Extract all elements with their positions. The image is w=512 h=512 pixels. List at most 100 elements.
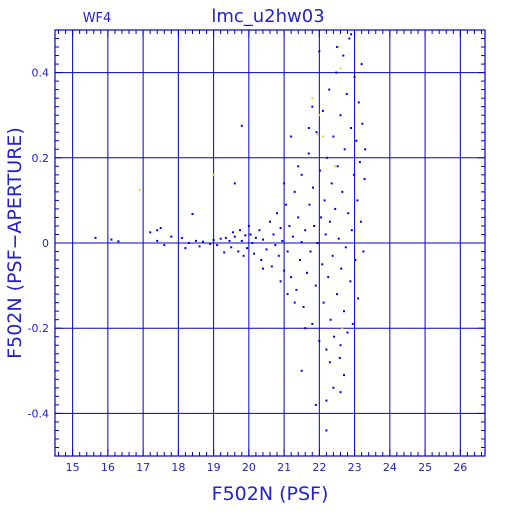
data-point [276, 212, 278, 215]
data-point [163, 244, 166, 247]
data-point [357, 101, 360, 104]
data-point [307, 127, 310, 129]
data-point [293, 301, 296, 304]
data-point [224, 236, 227, 239]
data-point [279, 280, 282, 283]
data-point [316, 242, 319, 244]
data-point [262, 238, 264, 241]
data-point [138, 188, 141, 191]
data-point [309, 250, 312, 253]
data-point [117, 240, 120, 243]
data-point [350, 229, 353, 232]
data-point [159, 227, 162, 230]
x-tick-label: 16 [101, 461, 115, 474]
data-point [352, 173, 355, 176]
data-point [320, 216, 323, 219]
data-point [254, 236, 257, 239]
data-point [311, 105, 314, 108]
data-point [353, 75, 356, 78]
data-point [304, 327, 307, 330]
data-point [332, 386, 335, 389]
x-tick-label: 19 [207, 461, 221, 474]
data-point [274, 244, 277, 247]
data-point [249, 233, 252, 236]
data-point [272, 233, 275, 236]
data-point [219, 237, 222, 240]
data-point [345, 92, 348, 95]
data-point [247, 225, 250, 227]
data-point [212, 239, 215, 241]
y-tick-label: 0.2 [32, 152, 50, 165]
data-point [322, 301, 325, 304]
data-point [325, 429, 328, 432]
data-point [318, 340, 321, 342]
x-tick-label: 18 [171, 461, 185, 474]
data-point [94, 236, 97, 239]
data-point [328, 361, 331, 364]
data-point [358, 161, 361, 164]
data-point [230, 246, 233, 249]
data-point [324, 233, 327, 236]
data-point [246, 247, 249, 250]
data-point [233, 235, 236, 238]
data-point [336, 293, 338, 296]
data-point [328, 220, 331, 223]
data-point [342, 54, 345, 57]
x-tick-label: 21 [277, 461, 291, 474]
data-point [279, 227, 282, 230]
y-tick-label: -0.2 [28, 322, 49, 335]
data-point [265, 248, 268, 251]
data-point [242, 254, 245, 257]
data-point [334, 207, 337, 210]
data-point [258, 229, 261, 232]
plot-frame [54, 29, 486, 457]
data-point [313, 225, 316, 227]
data-point [349, 280, 352, 283]
data-point [315, 131, 318, 134]
data-point [262, 267, 264, 270]
data-point [321, 109, 324, 112]
data-point [300, 173, 303, 176]
data-point [357, 297, 360, 300]
data-point [351, 322, 354, 325]
data-point [327, 276, 330, 279]
data-point [341, 190, 344, 193]
x-axis-label: F502N (PSF) [212, 483, 329, 505]
data-point [286, 293, 289, 296]
data-point [281, 239, 284, 242]
data-point [333, 335, 336, 338]
y-axis-label: F502N (PSF−APERTURE) [4, 127, 26, 359]
data-point [338, 357, 341, 359]
data-point [336, 165, 339, 168]
data-point [347, 212, 350, 215]
data-point [339, 114, 342, 117]
x-tick-label: 26 [453, 461, 467, 474]
y-tick-label: -0.4 [28, 407, 49, 420]
data-point [339, 391, 342, 394]
data-point [354, 259, 357, 261]
data-point [244, 234, 247, 237]
x-tick-labels: 15 16 17 18 19 20 21 22 23 24 25 26 [66, 461, 468, 474]
data-point [299, 259, 301, 261]
data-point [300, 241, 303, 244]
x-tick-label: 25 [418, 461, 432, 474]
data-point [216, 244, 219, 247]
data-point [156, 239, 159, 242]
data-point [312, 186, 314, 189]
data-point [314, 403, 317, 406]
data-point [343, 148, 346, 151]
data-point [195, 239, 197, 242]
data-point [325, 399, 328, 402]
data-point [290, 276, 293, 279]
data-point [321, 263, 324, 266]
data-point [339, 344, 342, 347]
scatter-points [94, 33, 367, 432]
data-point [110, 238, 113, 241]
x-tick-label: 20 [242, 461, 256, 474]
y-tick-label: 0.4 [32, 67, 50, 80]
data-point [269, 220, 271, 223]
data-point [233, 182, 236, 185]
data-point [260, 259, 263, 261]
data-point [149, 231, 152, 234]
